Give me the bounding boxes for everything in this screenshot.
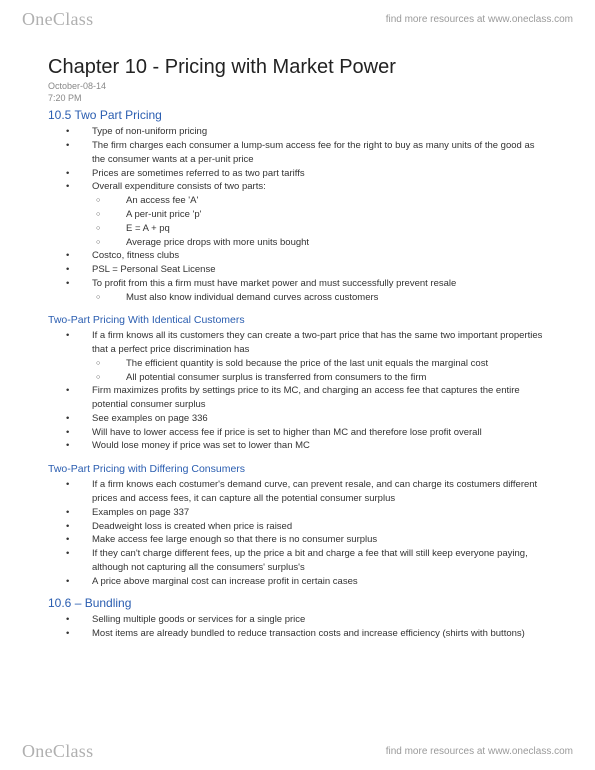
section-heading: 10.6 – Bundling <box>48 596 547 610</box>
section-heading: 10.5 Two Part Pricing <box>48 108 547 122</box>
bullet-item: Overall expenditure consists of two part… <box>48 180 547 194</box>
bullet-item: Prices are sometimes referred to as two … <box>48 167 547 181</box>
bullet-item: Costco, fitness clubs <box>48 249 547 263</box>
sub-bullet-item: An access fee 'A' <box>48 194 547 208</box>
bullet-item: To profit from this a firm must have mar… <box>48 277 547 291</box>
bullet-item: The firm charges each consumer a lump-su… <box>48 139 547 167</box>
brand-part1: One <box>22 9 53 29</box>
sub-bullet-item: A per-unit price 'p' <box>48 208 547 222</box>
brand-logo: OneClass <box>22 9 93 30</box>
page-footer: OneClass find more resources at www.onec… <box>0 732 595 770</box>
bullet-item: If they can't charge different fees, up … <box>48 547 547 575</box>
sub-bullet-item: E = A + pq <box>48 222 547 236</box>
sub-bullet-item: All potential consumer surplus is transf… <box>48 371 547 385</box>
section-subheading: Two-Part Pricing With Identical Customer… <box>48 314 547 326</box>
bullet-item: If a firm knows all its customers they c… <box>48 329 547 357</box>
bullet-item: Will have to lower access fee if price i… <box>48 426 547 440</box>
sub-bullet-item: Must also know individual demand curves … <box>48 291 547 305</box>
sub-bullet-item: The efficient quantity is sold because t… <box>48 357 547 371</box>
sub-bullet-item: Average price drops with more units boug… <box>48 236 547 250</box>
bullet-item: If a firm knows each costumer's demand c… <box>48 478 547 506</box>
header-tagline: find more resources at www.oneclass.com <box>386 14 573 25</box>
bullet-item: Examples on page 337 <box>48 506 547 520</box>
bullet-item: Make access fee large enough so that the… <box>48 533 547 547</box>
bullet-item: A price above marginal cost can increase… <box>48 575 547 589</box>
doc-time: 7:20 PM <box>48 93 547 105</box>
bullet-item: Most items are already bundled to reduce… <box>48 627 547 641</box>
bullet-item: Would lose money if price was set to low… <box>48 439 547 453</box>
bullet-item: See examples on page 336 <box>48 412 547 426</box>
bullet-item: Deadweight loss is created when price is… <box>48 520 547 534</box>
bullet-item: Selling multiple goods or services for a… <box>48 613 547 627</box>
footer-tagline: find more resources at www.oneclass.com <box>386 746 573 757</box>
section-subheading: Two-Part Pricing with Differing Consumer… <box>48 463 547 475</box>
bullet-item: Type of non-uniform pricing <box>48 125 547 139</box>
document-content: Chapter 10 - Pricing with Market Power O… <box>0 38 595 641</box>
doc-date: October-08-14 <box>48 81 547 93</box>
brand-part2: Class <box>53 9 94 29</box>
brand-part2-footer: Class <box>53 741 94 761</box>
bullet-item: Firm maximizes profits by settings price… <box>48 384 547 412</box>
brand-logo-footer: OneClass <box>22 741 93 762</box>
bullet-item: PSL = Personal Seat License <box>48 263 547 277</box>
brand-part1-footer: One <box>22 741 53 761</box>
page-title: Chapter 10 - Pricing with Market Power <box>48 56 547 79</box>
page-header: OneClass find more resources at www.onec… <box>0 0 595 38</box>
